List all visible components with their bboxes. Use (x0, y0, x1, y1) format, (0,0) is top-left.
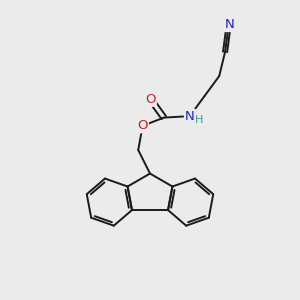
Text: N: N (185, 110, 195, 123)
Text: N: N (225, 18, 234, 31)
Text: H: H (194, 115, 203, 125)
Text: O: O (137, 119, 148, 132)
Text: O: O (145, 93, 156, 106)
